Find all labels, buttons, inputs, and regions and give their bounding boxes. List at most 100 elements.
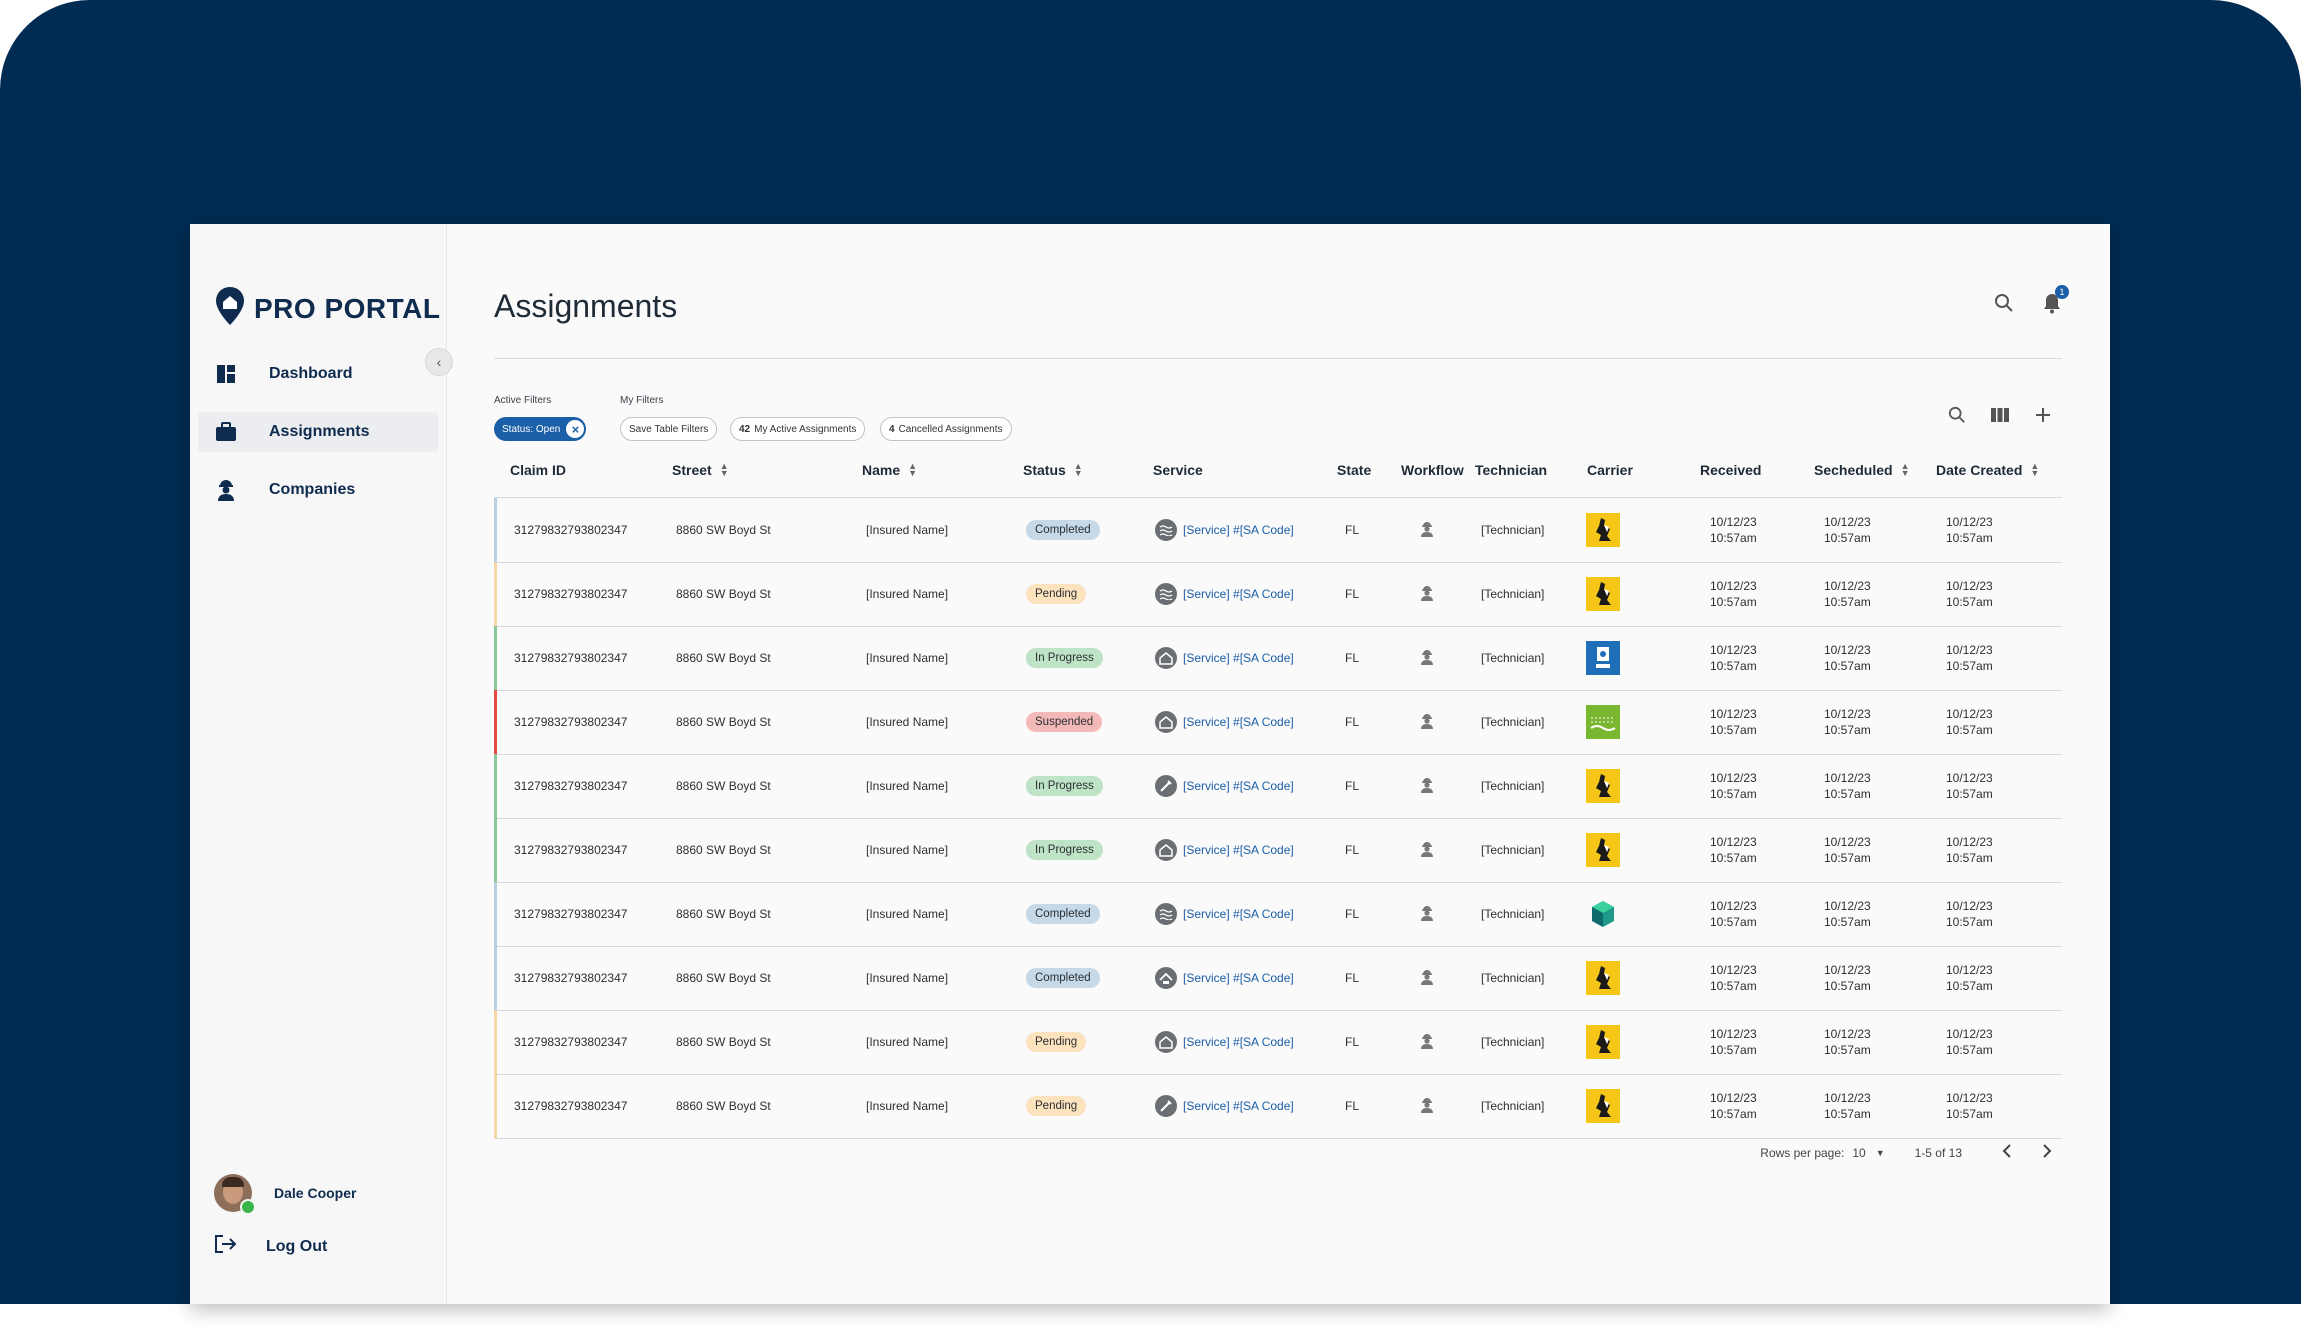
add-icon[interactable] [2034, 406, 2052, 429]
save-table-filters-chip[interactable]: Save Table Filters [620, 417, 718, 441]
notifications-button[interactable]: 1 [2042, 285, 2069, 319]
service-link[interactable]: [Service] #[SA Code] [1183, 715, 1294, 729]
next-page-button[interactable] [2042, 1144, 2052, 1161]
name-cell: [Insured Name] [866, 779, 949, 793]
table-row[interactable]: 31279832793802347 8860 SW Boyd St [Insur… [494, 946, 2062, 1011]
sidebar-item-assignments[interactable]: Assignments [198, 412, 438, 452]
service-cell[interactable]: [Service] #[SA Code] [1155, 946, 1294, 1010]
service-cell[interactable]: [Service] #[SA Code] [1155, 1010, 1294, 1074]
service-link[interactable]: [Service] #[SA Code] [1183, 971, 1294, 985]
workflow-user-icon[interactable] [1419, 777, 1435, 796]
logo[interactable]: PRO PORTAL [214, 286, 440, 331]
carrier-logo-icon [1586, 1025, 1620, 1059]
workflow-user-icon[interactable] [1419, 713, 1435, 732]
search-icon[interactable] [1994, 293, 2014, 318]
column-header-claim-id[interactable]: Claim ID [510, 462, 567, 478]
bell-icon [2042, 294, 2062, 318]
table-row[interactable]: 31279832793802347 8860 SW Boyd St [Insur… [494, 1010, 2062, 1075]
cancelled-assignments-chip[interactable]: 4 Cancelled Assignments [880, 417, 1012, 441]
scheduled-cell: 10/12/23 10:57am [1824, 643, 1871, 673]
table-row[interactable]: 31279832793802347 8860 SW Boyd St [Insur… [494, 626, 2062, 691]
service-cell[interactable]: [Service] #[SA Code] [1155, 754, 1294, 818]
table-row[interactable]: 31279832793802347 8860 SW Boyd St [Insur… [494, 690, 2062, 755]
table-row[interactable]: 31279832793802347 8860 SW Boyd St [Insur… [494, 818, 2062, 883]
carrier-logo-icon [1586, 577, 1620, 611]
workflow-user-icon[interactable] [1419, 905, 1435, 924]
my-active-assignments-chip[interactable]: 42 My Active Assignments [730, 417, 866, 441]
logout-label: Log Out [266, 1237, 328, 1255]
technician-cell: [Technician] [1481, 1099, 1545, 1113]
table-row[interactable]: 31279832793802347 8860 SW Boyd St [Insur… [494, 882, 2062, 947]
service-cell[interactable]: [Service] #[SA Code] [1155, 498, 1294, 562]
page-title: Assignments [494, 288, 678, 324]
workflow-user-icon[interactable] [1419, 841, 1435, 860]
table-row[interactable]: 31279832793802347 8860 SW Boyd St [Insur… [494, 498, 2062, 563]
column-header-received[interactable]: Received [1700, 462, 1762, 478]
columns-icon[interactable] [1990, 407, 2010, 428]
service-link[interactable]: [Service] #[SA Code] [1183, 779, 1294, 793]
avatar [214, 1174, 256, 1215]
workflow-user-icon[interactable] [1419, 649, 1435, 668]
created-cell: 10/12/23 10:57am [1946, 707, 1993, 737]
column-header-service[interactable]: Service [1153, 462, 1203, 478]
created-cell: 10/12/23 10:57am [1946, 579, 1993, 609]
street-cell: 8860 SW Boyd St [676, 907, 771, 921]
chevron-left-icon: ‹ [436, 354, 442, 370]
chip-count: 4 [889, 423, 895, 435]
technician-cell: [Technician] [1481, 971, 1545, 985]
worker-icon [215, 479, 237, 501]
service-link[interactable]: [Service] #[SA Code] [1183, 907, 1294, 921]
service-link[interactable]: [Service] #[SA Code] [1183, 843, 1294, 857]
table-row[interactable]: 31279832793802347 8860 SW Boyd St [Insur… [494, 1074, 2062, 1139]
search-icon[interactable] [1948, 406, 1966, 429]
street-cell: 8860 SW Boyd St [676, 1099, 771, 1113]
column-header-scheduled[interactable]: Secheduled ▲ ▼ [1814, 461, 1910, 479]
user-profile[interactable]: Dale Cooper [214, 1174, 356, 1215]
service-cell[interactable]: [Service] #[SA Code] [1155, 818, 1294, 882]
sidebar-item-dashboard[interactable]: Dashboard [198, 354, 438, 394]
column-header-date-created[interactable]: Date Created ▲ ▼ [1936, 461, 2040, 479]
previous-page-button[interactable] [2002, 1144, 2012, 1161]
sidebar: PRO PORTAL ‹ Dashboard Assignments Compa… [190, 224, 453, 1304]
app-window: PRO PORTAL ‹ Dashboard Assignments Compa… [190, 224, 2110, 1304]
service-link[interactable]: [Service] #[SA Code] [1183, 587, 1294, 601]
column-header-street[interactable]: Street ▲ ▼ [672, 461, 729, 479]
sort-icon: ▲ ▼ [1900, 461, 1910, 478]
service-cell[interactable]: [Service] #[SA Code] [1155, 1074, 1294, 1138]
column-header-name[interactable]: Name ▲ ▼ [862, 461, 918, 479]
service-link[interactable]: [Service] #[SA Code] [1183, 523, 1294, 537]
workflow-user-icon[interactable] [1419, 585, 1435, 604]
table-row[interactable]: 31279832793802347 8860 SW Boyd St [Insur… [494, 754, 2062, 819]
created-cell: 10/12/23 10:57am [1946, 515, 1993, 545]
rows-per-page-select[interactable]: 10 ▼ [1852, 1145, 1885, 1160]
service-link[interactable]: [Service] #[SA Code] [1183, 651, 1294, 665]
workflow-user-icon[interactable] [1419, 1033, 1435, 1052]
service-cell[interactable]: [Service] #[SA Code] [1155, 626, 1294, 690]
service-cell[interactable]: [Service] #[SA Code] [1155, 562, 1294, 626]
service-link[interactable]: [Service] #[SA Code] [1183, 1099, 1294, 1113]
logout-button[interactable]: Log Out [214, 1234, 327, 1259]
technician-cell: [Technician] [1481, 715, 1545, 729]
workflow-user-icon[interactable] [1419, 1097, 1435, 1116]
column-header-workflow[interactable]: Workflow [1401, 462, 1464, 478]
sidebar-item-companies[interactable]: Companies [198, 470, 438, 510]
status-badge: Pending [1026, 1096, 1087, 1116]
status-open-filter-chip[interactable]: Status: Open × [494, 417, 587, 441]
workflow-user-icon[interactable] [1419, 521, 1435, 540]
service-cell[interactable]: [Service] #[SA Code] [1155, 690, 1294, 754]
collapse-sidebar-button[interactable]: ‹ [425, 348, 453, 376]
remove-filter-icon[interactable]: × [566, 420, 585, 438]
workflow-user-icon[interactable] [1419, 969, 1435, 988]
sort-icon: ▲ ▼ [1073, 461, 1083, 478]
service-link[interactable]: [Service] #[SA Code] [1183, 1035, 1294, 1049]
notification-badge: 1 [2055, 285, 2069, 299]
street-cell: 8860 SW Boyd St [676, 779, 771, 793]
table-row[interactable]: 31279832793802347 8860 SW Boyd St [Insur… [494, 562, 2062, 627]
state-cell: FL [1345, 1099, 1360, 1113]
column-header-state[interactable]: State [1337, 462, 1372, 478]
column-header-carrier[interactable]: Carrier [1587, 462, 1633, 478]
column-header-technician[interactable]: Technician [1475, 462, 1548, 478]
sort-icon: ▲ ▼ [908, 461, 918, 478]
service-cell[interactable]: [Service] #[SA Code] [1155, 882, 1294, 946]
column-header-status[interactable]: Status ▲ ▼ [1023, 461, 1083, 479]
